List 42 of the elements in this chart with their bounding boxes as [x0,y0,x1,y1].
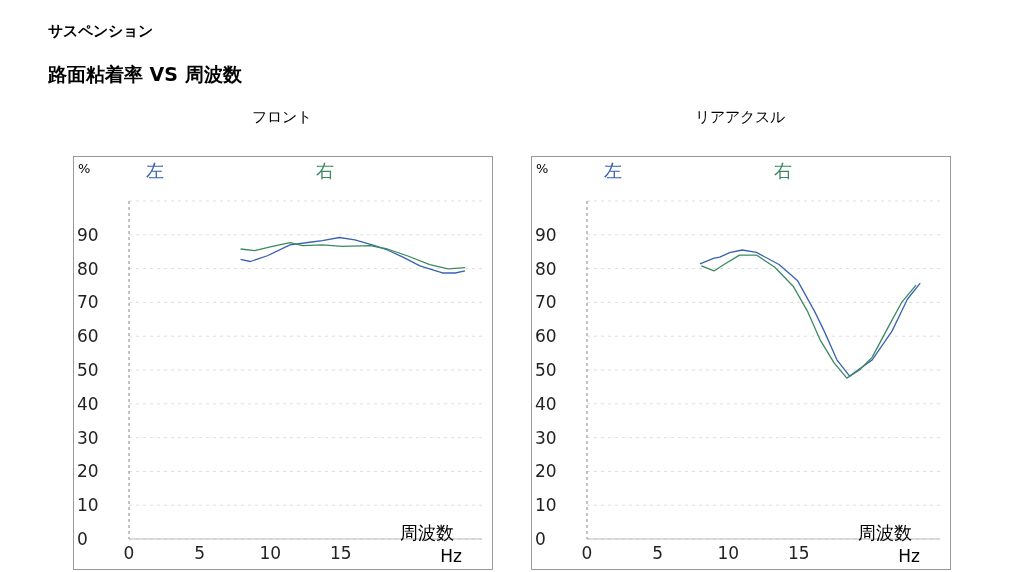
x-tick-label: 5 [194,543,206,564]
y-tick-label: 0 [77,529,88,550]
y-tick-label: 40 [77,393,99,414]
y-tick-label: 90 [77,224,99,245]
y-tick-label: 50 [535,360,557,381]
y-tick-label: 60 [77,326,99,347]
x-tick-label: 10 [717,543,740,564]
y-tick-label: 0 [535,529,546,550]
y-tick-label: 30 [77,427,99,448]
text: Hz [440,546,462,566]
y-tick-label: 50 [77,360,99,381]
y-tick-label: 20 [535,461,557,482]
x-tick-label: 0 [581,543,593,564]
x-tick-label: 10 [259,543,282,564]
y-tick-label: 30 [535,427,557,448]
text: 右 [774,159,792,183]
y-tick-label: 80 [535,258,557,279]
text: 右 [316,159,334,183]
x-tick-label: 0 [123,543,135,564]
x-axis-title: 周波数 [858,521,912,545]
y-tick-label: 20 [77,461,99,482]
x-tick-label: 5 [652,543,664,564]
text: 左 [604,159,622,183]
text: リアアクスル [694,108,786,127]
y-tick-label: 40 [535,393,557,414]
y-tick-label: 70 [77,292,99,313]
x-tick-label: 15 [787,543,810,564]
y-tick-label: 70 [535,292,557,313]
x-axis-title: 周波数 [400,521,454,545]
text: フロント [251,108,313,127]
y-tick-label: 90 [535,224,557,245]
y-tick-label: 10 [77,495,99,516]
x-tick-label: 15 [329,543,352,564]
y-tick-label: 60 [535,326,557,347]
y-tick-label: 10 [535,495,557,516]
y-tick-label: 80 [77,258,99,279]
y-axis-title: % [536,161,549,176]
y-axis-title: % [78,161,91,176]
chart-title: サスペンション [48,22,153,41]
chart-subtitle: 路面粘着率 VS 周波数 [48,62,242,87]
text: Hz [898,546,920,566]
text: 左 [146,159,164,183]
